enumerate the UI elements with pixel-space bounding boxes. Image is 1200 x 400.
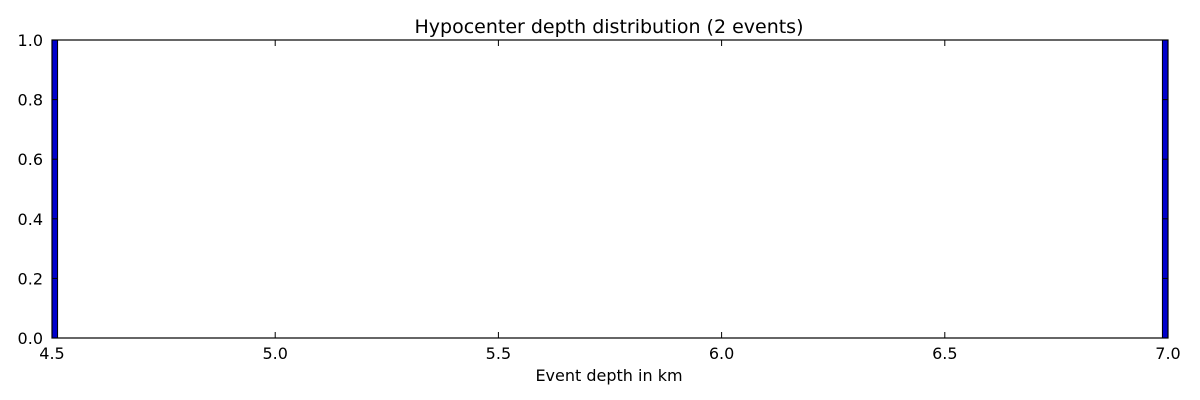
y-tick-label: 0.4	[18, 210, 43, 229]
x-axis-label: Event depth in km	[535, 366, 682, 385]
histogram-bar-2	[1161, 39, 1169, 339]
x-tick-label: 5.5	[486, 344, 511, 363]
x-tick-label: 6.5	[932, 344, 957, 363]
y-tick-label: 0.0	[18, 329, 43, 348]
x-axis-ticks: 4.5 5.0 5.5 6.0 6.5 7.0	[39, 40, 1181, 363]
x-tick-label: 7.0	[1155, 344, 1180, 363]
chart-title: Hypocenter depth distribution (2 events)	[414, 16, 803, 38]
y-tick-label: 0.2	[18, 269, 43, 288]
x-tick-label: 5.0	[262, 344, 287, 363]
histogram-bar-1	[51, 39, 59, 339]
plot-frame	[51, 39, 1169, 339]
x-tick-label: 4.5	[39, 344, 64, 363]
y-tick-label: 0.8	[18, 91, 43, 110]
x-tick-label: 6.0	[709, 344, 734, 363]
y-tick-label: 1.0	[18, 31, 43, 50]
y-tick-label: 0.6	[18, 150, 43, 169]
bars-group	[51, 39, 1169, 339]
y-axis-ticks: 0.0 0.2 0.4 0.6 0.8 1.0	[18, 31, 1168, 348]
